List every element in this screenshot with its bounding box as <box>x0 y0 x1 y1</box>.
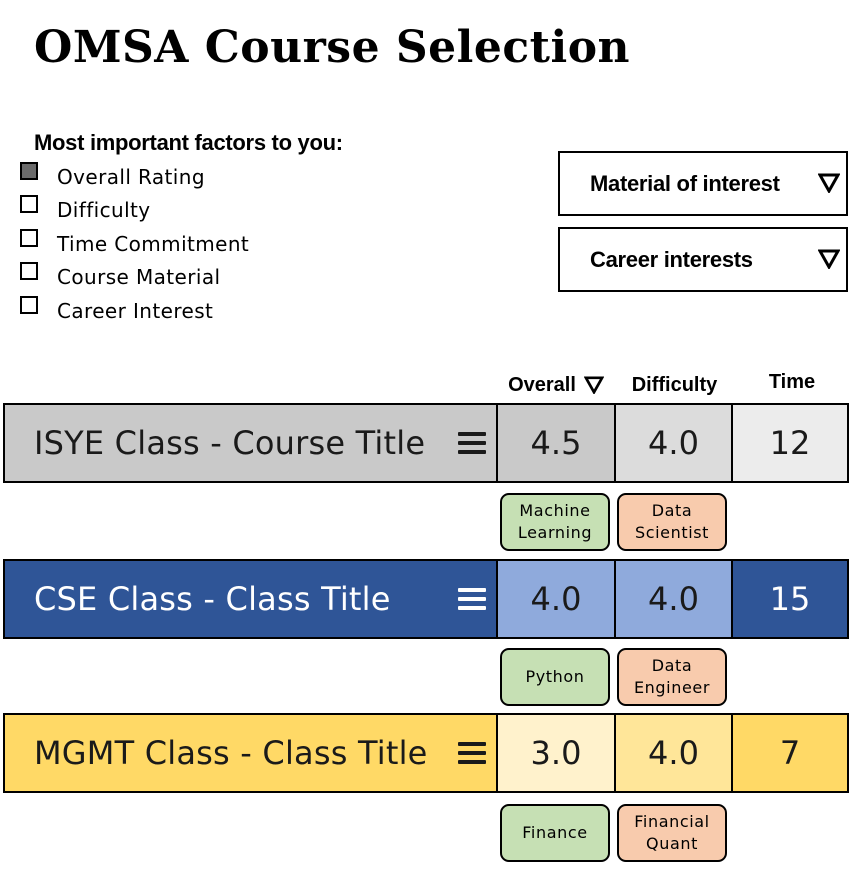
column-header-time-label: Time <box>768 370 816 393</box>
factor-course-material[interactable]: Course Material <box>20 262 220 292</box>
course-row[interactable]: ISYE Class - Course Title 4.5 4.0 12 <box>3 403 849 483</box>
column-header-overall-label: Overall <box>508 373 576 396</box>
course-row[interactable]: MGMT Class - Class Title 3.0 4.0 7 <box>3 713 849 793</box>
career-interests-dropdown[interactable]: Career interests <box>558 227 848 292</box>
factor-career-interest[interactable]: Career Interest <box>20 296 213 326</box>
factors-heading: Most important factors to you: <box>34 130 343 155</box>
factor-checkbox[interactable] <box>20 162 38 180</box>
column-header-overall[interactable]: Overall <box>496 370 616 400</box>
column-header-difficulty[interactable]: Difficulty <box>616 370 733 400</box>
career-dropdown-label: Career interests <box>590 246 753 272</box>
time-cell: 7 <box>733 715 847 791</box>
factor-label: Career Interest <box>57 299 214 323</box>
factor-label: Overall Rating <box>57 165 205 189</box>
factor-checkbox[interactable] <box>20 296 38 314</box>
career-tag: Data Scientist <box>617 493 727 551</box>
course-row[interactable]: CSE Class - Class Title 4.0 4.0 15 <box>3 559 849 639</box>
difficulty-cell: 4.0 <box>616 405 733 481</box>
factor-label: Time Commitment <box>57 232 250 256</box>
menu-icon[interactable] <box>458 742 486 764</box>
page-title: OMSA Course Selection <box>34 22 631 73</box>
factor-checkbox[interactable] <box>20 262 38 280</box>
overall-rating-cell: 4.5 <box>498 405 616 481</box>
factor-checkbox[interactable] <box>20 229 38 247</box>
difficulty-cell: 4.0 <box>616 715 733 791</box>
factor-label: Course Material <box>57 265 221 289</box>
time-cell: 12 <box>733 405 847 481</box>
material-tag: Finance <box>500 804 610 862</box>
factor-overall-rating[interactable]: Overall Rating <box>20 162 205 192</box>
time-cell: 15 <box>733 561 847 637</box>
difficulty-cell: 4.0 <box>616 561 733 637</box>
material-tag: Python <box>500 648 610 706</box>
material-of-interest-dropdown[interactable]: Material of interest <box>558 151 848 216</box>
column-header-difficulty-label: Difficulty <box>631 373 718 396</box>
sort-triangle-down-icon[interactable] <box>583 376 604 394</box>
overall-rating-cell: 4.0 <box>498 561 616 637</box>
triangle-down-icon <box>818 173 840 193</box>
factor-label: Difficulty <box>57 198 151 222</box>
career-tag: Financial Quant <box>617 804 727 862</box>
career-tag: Data Engineer <box>617 648 727 706</box>
course-name-cell[interactable]: MGMT Class - Class Title <box>5 715 498 791</box>
course-name: ISYE Class - Course Title <box>34 424 426 462</box>
column-header-time[interactable]: Time <box>733 367 851 397</box>
course-name-cell[interactable]: ISYE Class - Course Title <box>5 405 498 481</box>
menu-icon[interactable] <box>458 432 486 454</box>
course-name-cell[interactable]: CSE Class - Class Title <box>5 561 498 637</box>
menu-icon[interactable] <box>458 588 486 610</box>
material-tag: Machine Learning <box>500 493 610 551</box>
overall-rating-cell: 3.0 <box>498 715 616 791</box>
factor-difficulty[interactable]: Difficulty <box>20 195 151 225</box>
course-name: CSE Class - Class Title <box>34 580 391 618</box>
material-dropdown-label: Material of interest <box>590 170 780 196</box>
factor-checkbox[interactable] <box>20 195 38 213</box>
factor-time-commitment[interactable]: Time Commitment <box>20 229 249 259</box>
course-name: MGMT Class - Class Title <box>34 734 428 772</box>
triangle-down-icon <box>818 249 840 269</box>
